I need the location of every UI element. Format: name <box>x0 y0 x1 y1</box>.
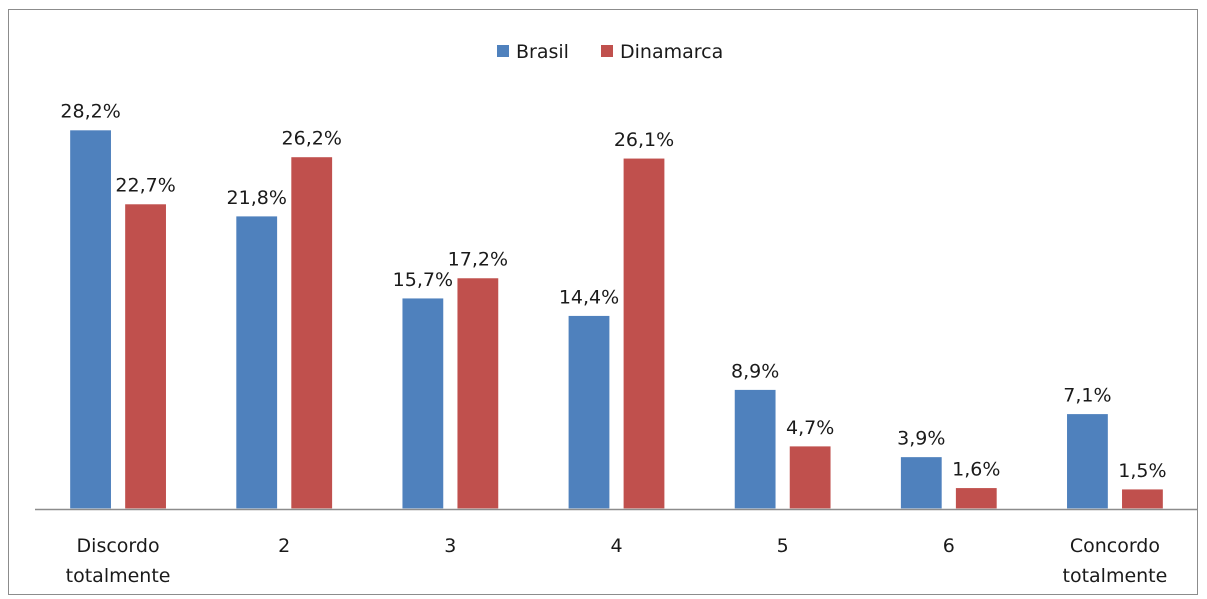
data-label-dinamarca-0: 22,7% <box>115 175 175 197</box>
x-tick-label-line: 5 <box>777 535 789 557</box>
data-label-dinamarca-5: 1,6% <box>952 458 1000 480</box>
data-label-brasil-2: 15,7% <box>393 269 453 291</box>
legend: Brasil Dinamarca <box>497 41 723 63</box>
x-tick-label-line: Discordo <box>77 535 160 557</box>
x-tick-label-line: totalmente <box>66 565 171 587</box>
legend-swatch-brasil <box>497 45 509 57</box>
bar-brasil-4 <box>733 388 777 510</box>
data-label-brasil-5: 3,9% <box>897 428 945 450</box>
x-tick-label-2: 3 <box>444 535 456 557</box>
data-label-dinamarca-3: 26,1% <box>614 129 674 151</box>
x-tick-label-line: totalmente <box>1063 565 1168 587</box>
x-tick-label-line: 4 <box>610 535 622 557</box>
bar-brasil-1 <box>235 215 279 510</box>
bar-dinamarca-1 <box>290 156 334 510</box>
x-tick-label-line: 3 <box>444 535 456 557</box>
bar-dinamarca-4 <box>788 445 832 510</box>
data-label-brasil-0: 28,2% <box>60 101 120 123</box>
legend-label-brasil: Brasil <box>516 41 569 63</box>
x-tick-label-0: Discordo totalmente <box>66 535 171 587</box>
data-labels: 28,2% 22,7% 21,8% 26,2% 15,7%17,2% 14,4% 26,1%… <box>60 101 1166 482</box>
x-tick-label-line: 6 <box>943 535 955 557</box>
x-tick-label-6: Concordo totalmente <box>1063 535 1168 587</box>
bar-dinamarca-3 <box>622 157 666 510</box>
data-label-dinamarca-1: 26,2% <box>282 128 342 150</box>
legend-swatch-dinamarca <box>601 45 613 57</box>
x-tick-label-3: 4 <box>610 535 622 557</box>
bar-brasil-0 <box>68 129 113 510</box>
data-label-dinamarca-6: 1,5% <box>1118 460 1166 482</box>
x-tick-labels: Discordo totalmente 2 3 4 5 6 Concordo totalment… <box>66 535 1168 587</box>
bar-dinamarca-2 <box>456 277 500 510</box>
x-tick-label-line: 2 <box>278 535 290 557</box>
bar-brasil-6 <box>1065 412 1110 510</box>
data-label-brasil-4: 8,9% <box>731 360 779 382</box>
bar-brasil-5 <box>899 455 943 510</box>
bar-brasil-3 <box>567 314 611 510</box>
x-tick-label-line: Concordo <box>1070 535 1160 557</box>
x-tick-label-1: 2 <box>278 535 290 557</box>
data-label-brasil-3: 14,4% <box>559 286 619 308</box>
data-label-dinamarca-4: 4,7% <box>786 417 834 439</box>
data-label-brasil-1: 21,8% <box>227 187 287 209</box>
x-tick-label-4: 5 <box>777 535 789 557</box>
bar-dinamarca-0 <box>123 203 168 510</box>
bar-brasil-2 <box>401 297 445 510</box>
data-label-dinamarca-2: 17,2% <box>448 249 508 271</box>
legend-label-dinamarca: Dinamarca <box>620 41 723 63</box>
bars <box>68 129 1165 510</box>
bar-dinamarca-6 <box>1120 488 1165 510</box>
bar-dinamarca-5 <box>954 486 998 510</box>
x-tick-label-5: 6 <box>943 535 955 557</box>
data-label-brasil-6: 7,1% <box>1063 385 1111 407</box>
